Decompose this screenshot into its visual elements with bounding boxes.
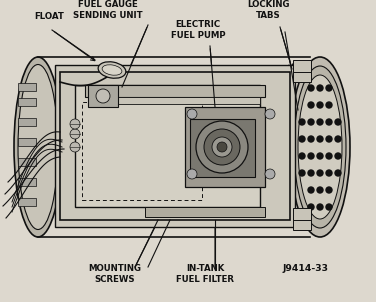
Ellipse shape [98, 62, 126, 78]
Circle shape [308, 136, 314, 142]
Circle shape [212, 137, 232, 157]
Bar [18, 178, 36, 186]
Circle shape [335, 119, 341, 125]
Circle shape [326, 170, 332, 176]
Circle shape [317, 102, 323, 108]
Circle shape [70, 142, 80, 152]
Circle shape [317, 187, 323, 193]
Ellipse shape [18, 65, 58, 230]
Circle shape [217, 142, 227, 152]
Circle shape [317, 153, 323, 159]
Circle shape [308, 153, 314, 159]
Circle shape [317, 170, 323, 176]
Bar [190, 119, 255, 177]
Text: LOCKING
TABS: LOCKING TABS [247, 0, 289, 20]
Circle shape [196, 121, 248, 173]
Bar [293, 60, 311, 72]
Ellipse shape [298, 75, 342, 219]
Circle shape [326, 187, 332, 193]
Bar [18, 83, 36, 91]
Bar [90, 97, 260, 104]
Bar [18, 98, 36, 106]
Bar [88, 85, 118, 107]
Circle shape [317, 85, 323, 91]
Bar [82, 102, 202, 200]
Circle shape [326, 153, 332, 159]
Circle shape [335, 170, 341, 176]
Circle shape [326, 102, 332, 108]
Bar [293, 218, 311, 230]
Circle shape [308, 102, 314, 108]
Bar [18, 118, 36, 126]
Bar [18, 138, 36, 146]
Text: FLOAT: FLOAT [34, 12, 64, 21]
Bar [18, 158, 36, 166]
Circle shape [317, 119, 323, 125]
Circle shape [308, 187, 314, 193]
Circle shape [187, 169, 197, 179]
Text: IN-TANK
FUEL FILTER: IN-TANK FUEL FILTER [176, 264, 234, 284]
Ellipse shape [290, 57, 350, 237]
Circle shape [187, 109, 197, 119]
Circle shape [308, 119, 314, 125]
Circle shape [70, 129, 80, 139]
Circle shape [265, 169, 275, 179]
Bar [293, 208, 311, 220]
Circle shape [70, 119, 80, 129]
Circle shape [308, 204, 314, 210]
Circle shape [335, 153, 341, 159]
Circle shape [326, 204, 332, 210]
Circle shape [299, 170, 305, 176]
Text: ELECTRIC
FUEL PUMP: ELECTRIC FUEL PUMP [171, 20, 225, 40]
Text: MOUNTING
SCREWS: MOUNTING SCREWS [88, 264, 141, 284]
Bar [85, 85, 265, 97]
Circle shape [317, 136, 323, 142]
Bar [75, 85, 260, 207]
Circle shape [96, 89, 110, 103]
Bar [18, 198, 36, 206]
Bar [185, 107, 265, 187]
Circle shape [326, 119, 332, 125]
Ellipse shape [102, 65, 122, 75]
Circle shape [308, 85, 314, 91]
Circle shape [326, 136, 332, 142]
Circle shape [204, 129, 240, 165]
Circle shape [299, 136, 305, 142]
Ellipse shape [294, 66, 346, 228]
Circle shape [335, 136, 341, 142]
Circle shape [299, 119, 305, 125]
Circle shape [299, 153, 305, 159]
Circle shape [308, 170, 314, 176]
Bar [293, 70, 311, 82]
Ellipse shape [14, 57, 62, 237]
Text: FUEL GAUGE
SENDING UNIT: FUEL GAUGE SENDING UNIT [73, 0, 143, 20]
Circle shape [265, 109, 275, 119]
Circle shape [317, 204, 323, 210]
Circle shape [326, 85, 332, 91]
Bar [145, 207, 265, 217]
Text: J9414-33: J9414-33 [282, 264, 328, 273]
Bar [60, 72, 290, 220]
Bar [55, 65, 295, 227]
